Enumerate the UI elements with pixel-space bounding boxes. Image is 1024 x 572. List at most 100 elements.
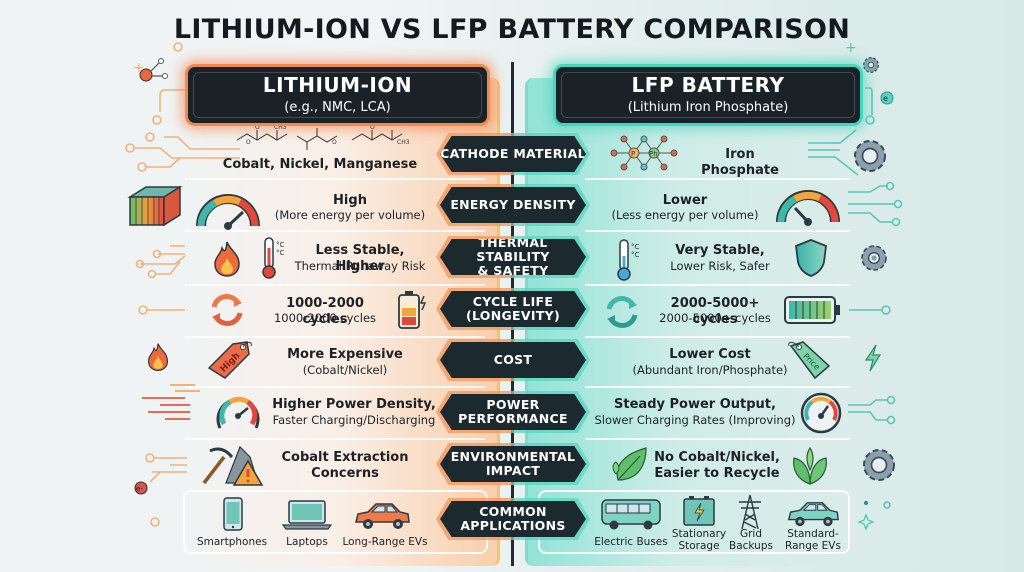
lfp-cost-text: Lower Cost — [669, 347, 751, 362]
category-common-applications: COMMON APPLICATIONS — [440, 501, 586, 537]
car-icon — [787, 502, 839, 527]
lithium-cycle-subtext: 1000-2000 cycles — [273, 311, 377, 325]
svg-text:O: O — [332, 139, 337, 146]
cycle-arrows-icon — [606, 296, 638, 328]
gear-icon — [863, 57, 879, 73]
app-label-line: Range EVs — [785, 540, 841, 553]
page-title: LITHIUM-ION VS LFP BATTERY COMPARISON — [173, 14, 851, 45]
category-environmental-impact: ENVIRONMENTAL IMPACT — [440, 446, 586, 482]
molecule-structures-icon: O O CH3 O O CH3 — [236, 126, 410, 150]
battery-half-icon — [398, 291, 427, 329]
svg-text:e-: e- — [136, 485, 143, 493]
app-standard-range-evs: Standard- Range EVs — [780, 528, 846, 552]
lfp-cathode-text: Iron Phosphate — [701, 147, 779, 178]
flame-icon — [147, 343, 169, 372]
gauge-low-icon — [776, 190, 840, 226]
stationary-storage-icon — [683, 496, 715, 526]
category-label-line2: IMPACT — [485, 463, 541, 478]
leaf-icon — [612, 447, 647, 481]
lithium-cycle-text: 1000-2000 cycles — [286, 296, 364, 327]
lithium-cost-text: More Expensive — [287, 347, 403, 362]
row-separator — [585, 284, 850, 286]
svg-text:CH3: CH3 — [397, 139, 410, 146]
category-label: THERMAL STABILITY & SAFETY — [440, 235, 586, 278]
category-label: COMMON APPLICATIONS — [460, 505, 565, 533]
thermometer-hot-icon: °C °C — [262, 237, 285, 279]
svg-text:e: e — [883, 94, 888, 103]
lfp-energy-text: Lower — [662, 193, 708, 208]
lithium-energy-text: High — [333, 193, 367, 208]
lfp-power-text: Steady Power Output, — [614, 397, 776, 412]
lfp-cycle-text: 2000-5000+ cycles — [670, 296, 760, 327]
row-separator — [185, 284, 485, 286]
category-label-line1: ENVIRONMENTAL — [450, 449, 576, 465]
celsius-label: °C — [276, 241, 285, 249]
gear-icon — [861, 245, 887, 271]
cycle-arrows-icon — [211, 294, 243, 326]
row-separator — [585, 230, 850, 232]
battery-full-icon — [784, 296, 840, 324]
category-label-line1: THERMAL STABILITY — [476, 235, 550, 265]
category-label-line2: APPLICATIONS — [460, 518, 566, 533]
lithium-environment-text: Cobalt Extraction — [281, 450, 409, 465]
category-label: CYCLE LIFE (LONGEVITY) — [466, 295, 560, 323]
app-label-line: Stationary — [671, 528, 727, 540]
gear-icon — [854, 140, 886, 172]
app-label-line: Storage — [678, 540, 720, 553]
category-energy-density: ENERGY DENSITY — [440, 187, 586, 223]
category-label-line1: CYCLE LIFE — [472, 294, 554, 310]
lithium-environment-subtext: Concerns — [311, 466, 379, 481]
category-label-line2: (LONGEVITY) — [465, 308, 561, 323]
lithium-ion-header: LITHIUM-ION (e.g., NMC, LCA) — [185, 64, 490, 126]
category-label: COST — [493, 352, 533, 368]
lithium-ion-subtitle: (e.g., NMC, LCA) — [284, 100, 391, 115]
lithium-thermal-subtext: Thermal Runaway Risk — [294, 259, 426, 273]
celsius-label: °C — [631, 251, 640, 259]
phosphate-molecule-icon: P Ph — [610, 135, 678, 171]
lfp-cycle-subtext: 2000-5000+ cycles — [659, 311, 771, 325]
lfp-energy-subtext: (Less energy per volume) — [611, 208, 759, 222]
lfp-cost-subtext: (Abundant Iron/Phosphate) — [632, 363, 788, 377]
row-separator — [185, 178, 485, 180]
shield-icon — [795, 239, 827, 277]
laptop-icon — [282, 500, 332, 530]
price-tag-high-icon: High — [207, 341, 252, 379]
category-thermal-stability: THERMAL STABILITY & SAFETY — [440, 239, 586, 275]
lfp-subtitle: (Lithium Iron Phosphate) — [627, 100, 789, 115]
lithium-thermal-text: Less Stable, Higher — [315, 243, 405, 274]
row-separator — [585, 438, 850, 440]
battery-pack-icon — [127, 185, 183, 227]
thermometer-cool-icon: °C °C — [617, 239, 640, 281]
row-separator — [185, 438, 485, 440]
lfp-environment-text: No Cobalt/Nickel, — [654, 450, 780, 465]
lithium-energy-subtext: (More energy per volume) — [274, 208, 426, 222]
category-cost: COST — [440, 342, 586, 378]
app-smartphones: Smartphones — [196, 536, 268, 548]
category-label: CATHODE MATERIAL — [440, 146, 586, 162]
svg-text:O: O — [246, 139, 251, 146]
smartphone-icon — [223, 497, 243, 531]
category-label: ENVIRONMENTAL IMPACT — [451, 450, 576, 478]
category-label-line2: PERFORMANCE — [458, 411, 568, 426]
bus-icon — [601, 499, 661, 530]
speedometer-icon — [216, 396, 260, 429]
app-label-line: Backups — [729, 540, 773, 553]
celsius-label: °C — [631, 243, 640, 251]
app-grid-backups: Grid Backups — [726, 528, 776, 552]
app-stationary-storage: Stationary Storage — [669, 528, 729, 552]
category-label-line1: COMMON — [479, 504, 547, 520]
lithium-power-subtext: Faster Charging/Discharging — [272, 413, 436, 427]
lfp-title: LFP BATTERY — [631, 73, 785, 97]
gear-icon — [863, 449, 895, 481]
category-cathode-material: CATHODE MATERIAL — [440, 136, 586, 172]
car-icon — [355, 503, 410, 529]
leaves-icon — [793, 446, 827, 485]
lfp-header: LFP BATTERY (Lithium Iron Phosphate) — [553, 64, 863, 126]
row-separator — [585, 178, 850, 180]
category-label-line2: & SAFETY — [477, 262, 549, 278]
app-label-line: Standard- — [787, 528, 839, 540]
lfp-thermal-subtext: Lower Risk, Safer — [670, 259, 770, 273]
lithium-cathode-text: Cobalt, Nickel, Manganese — [222, 157, 418, 172]
row-separator — [585, 336, 850, 338]
